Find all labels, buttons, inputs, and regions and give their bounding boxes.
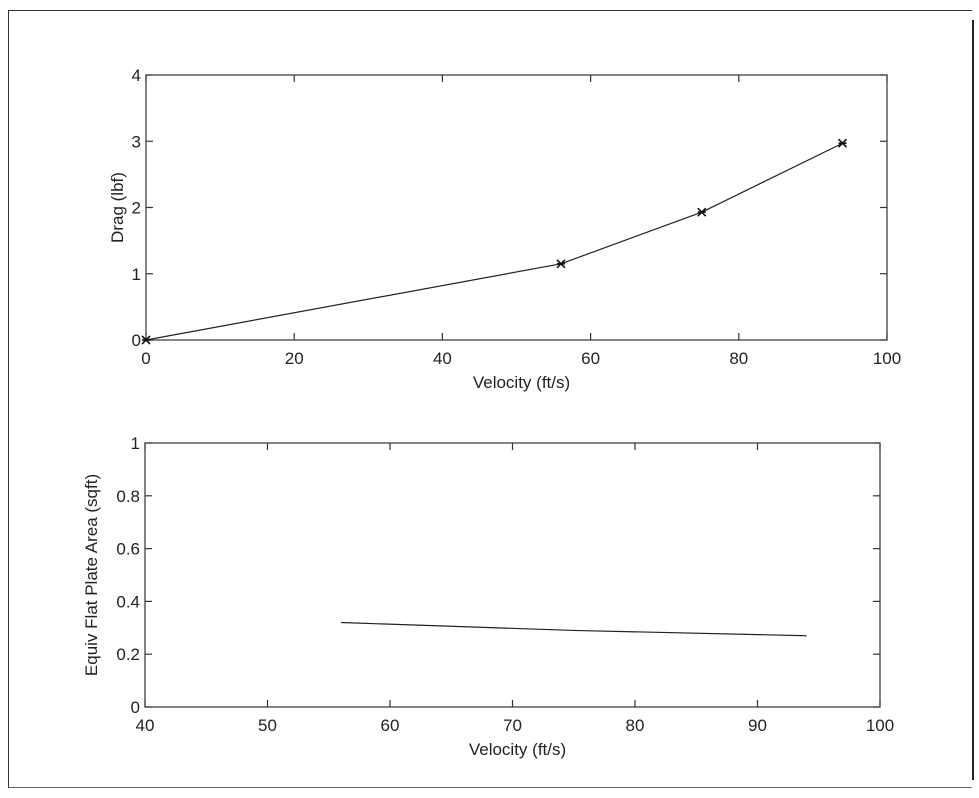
plot-area: [145, 74, 888, 341]
x-tick-label: 50: [258, 716, 277, 735]
data-point-marker: [556, 259, 566, 269]
y-tick-label: 0.8: [116, 487, 140, 506]
y-tick-label: 1: [132, 265, 141, 284]
y-tick-label: 0.2: [116, 645, 140, 664]
y-tick-label: 0: [132, 331, 141, 350]
figure-right-border: [972, 20, 974, 780]
x-tick-label: 20: [285, 349, 304, 368]
y-axis-label: Drag (lbf): [108, 172, 127, 243]
x-tick-label: 80: [626, 716, 645, 735]
x-tick-label: 90: [748, 716, 767, 735]
data-point-marker: [697, 207, 707, 217]
x-tick-label: 40: [136, 716, 155, 735]
x-tick-label: 80: [729, 349, 748, 368]
series-line: [340, 621, 807, 637]
x-tick-label: 40: [433, 349, 452, 368]
y-tick-label: 3: [132, 132, 141, 151]
x-tick-label: 100: [866, 716, 894, 735]
x-tick-label: 60: [381, 716, 400, 735]
series-line: [145, 142, 843, 341]
y-tick-label: 0: [131, 698, 140, 717]
flat-plate-area-chart: 40 50 60 70 80 90 100 0 0.2 0.4 0.6 0.8 1 Velocity (f…: [82, 434, 894, 759]
x-axis-label: Velocity (ft/s): [469, 740, 566, 759]
data-point-marker: [837, 138, 848, 148]
x-tick-label: 100: [873, 349, 901, 368]
x-tick-label: 60: [581, 349, 600, 368]
y-tick-label: 4: [132, 66, 141, 85]
x-axis-label: Velocity (ft/s): [473, 373, 570, 392]
y-tick-label: 0.6: [116, 540, 140, 559]
data-point-marker: [141, 335, 151, 345]
y-tick-label: 2: [132, 199, 141, 218]
x-tick-label: 70: [503, 716, 522, 735]
drag-chart: 0 20 40 60 80 100 0 1 2 3 4 Velocity (ft/s) Drag (lb…: [108, 66, 901, 392]
plot-area: [144, 442, 881, 708]
y-axis-label: Equiv Flat Plate Area (sqft): [82, 474, 101, 676]
x-tick-label: 0: [141, 349, 150, 368]
figure-frame: [8, 10, 972, 788]
y-tick-label: 1: [131, 434, 140, 453]
y-tick-label: 0.4: [116, 592, 140, 611]
